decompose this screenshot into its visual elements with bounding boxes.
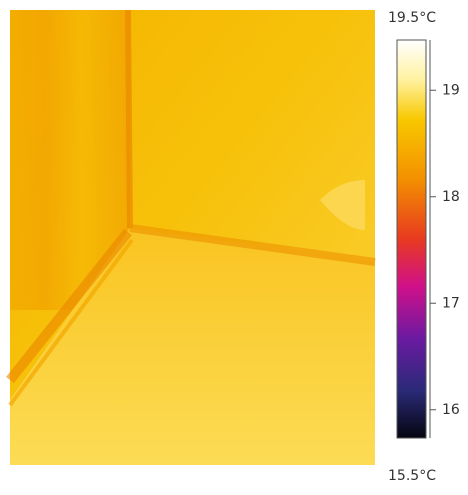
scale-min-label: 15.5°C: [388, 468, 436, 484]
tick-label: 19: [442, 82, 460, 98]
thermal-image: [10, 10, 375, 465]
tick-label: 18: [442, 189, 460, 205]
tick-label: 16: [442, 402, 460, 418]
scale-max-label: 19.5°C: [388, 10, 436, 26]
color-scale: [397, 40, 426, 438]
tick-label: 17: [442, 295, 460, 311]
thermal-view: 19.5°C 15.5°C 16 17 18 19: [0, 0, 468, 491]
